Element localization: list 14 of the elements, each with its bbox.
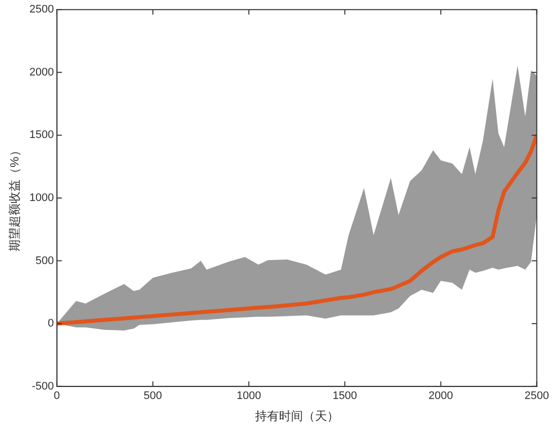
y-tick-label: 1000 [29,192,54,204]
y-tick-label: 2500 [29,4,54,16]
x-tick-label: 500 [144,390,162,402]
y-tick-label: 500 [36,254,54,267]
x-tick-label: 1000 [236,390,262,402]
x-tick-label: 1500 [332,390,358,402]
x-tick-label: 2500 [524,390,550,402]
y-tick-label: -500 [32,380,54,392]
y-tick-label: 1500 [29,129,54,142]
x-tick-label: 2000 [428,390,454,402]
y-axis-title: 期望超额收益（%） [8,144,22,252]
x-axis-title: 持有时间（天） [254,409,339,424]
y-tick-label: 0 [48,318,54,330]
y-tick-label: 2000 [29,66,54,78]
